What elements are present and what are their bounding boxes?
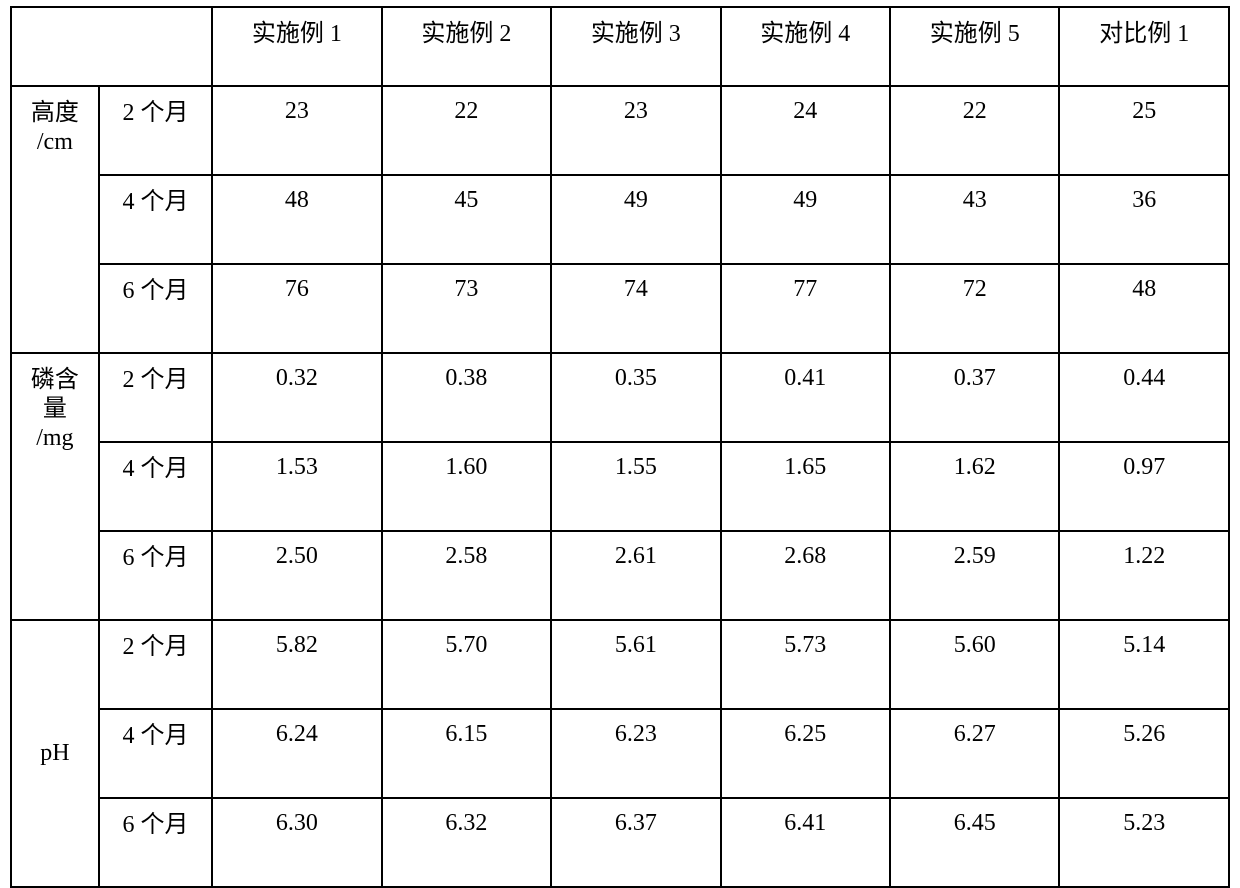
- value-cell: 5.82: [212, 620, 381, 709]
- value-cell: 23: [212, 86, 381, 175]
- value-cell: 2.50: [212, 531, 381, 620]
- value-cell: 5.70: [382, 620, 551, 709]
- value-cell: 0.35: [551, 353, 720, 442]
- value-cell: 0.37: [890, 353, 1059, 442]
- group-label-text: /cm: [37, 129, 73, 155]
- period-cell: 6 个月: [99, 264, 212, 353]
- value-cell: 72: [890, 264, 1059, 353]
- value-cell: 6.15: [382, 709, 551, 798]
- value-cell: 2.58: [382, 531, 551, 620]
- table-row: 磷含 量 /mg 2 个月 0.32 0.38 0.35 0.41 0.37 0…: [11, 353, 1229, 442]
- value-cell: 6.37: [551, 798, 720, 887]
- table-row: 6 个月 6.30 6.32 6.37 6.41 6.45 5.23: [11, 798, 1229, 887]
- table-row: 6 个月 76 73 74 77 72 48: [11, 264, 1229, 353]
- value-cell: 48: [212, 175, 381, 264]
- value-cell: 1.62: [890, 442, 1059, 531]
- value-cell: 74: [551, 264, 720, 353]
- value-cell: 22: [890, 86, 1059, 175]
- value-cell: 36: [1059, 175, 1229, 264]
- value-cell: 76: [212, 264, 381, 353]
- value-cell: 2.61: [551, 531, 720, 620]
- value-cell: 45: [382, 175, 551, 264]
- value-cell: 1.55: [551, 442, 720, 531]
- group-label-ph: pH: [11, 620, 99, 887]
- header-blank-cell: [11, 7, 212, 86]
- value-cell: 6.27: [890, 709, 1059, 798]
- value-cell: 6.41: [721, 798, 890, 887]
- period-cell: 4 个月: [99, 442, 212, 531]
- period-cell: 4 个月: [99, 709, 212, 798]
- value-cell: 5.26: [1059, 709, 1229, 798]
- table-row: 高度 /cm 2 个月 23 22 23 24 22 25: [11, 86, 1229, 175]
- group-label-text: pH: [40, 740, 69, 766]
- value-cell: 77: [721, 264, 890, 353]
- group-label-text: 磷含: [31, 367, 79, 393]
- value-cell: 0.44: [1059, 353, 1229, 442]
- page-container: 实施例 1 实施例 2 实施例 3 实施例 4 实施例 5 对比例 1 高度 /…: [0, 0, 1240, 743]
- group-label-height: 高度 /cm: [11, 86, 99, 353]
- value-cell: 6.24: [212, 709, 381, 798]
- value-cell: 0.41: [721, 353, 890, 442]
- table-row: pH 2 个月 5.82 5.70 5.61 5.73 5.60 5.14: [11, 620, 1229, 709]
- value-cell: 1.22: [1059, 531, 1229, 620]
- table-header-row: 实施例 1 实施例 2 实施例 3 实施例 4 实施例 5 对比例 1: [11, 7, 1229, 86]
- period-cell: 2 个月: [99, 86, 212, 175]
- period-cell: 6 个月: [99, 531, 212, 620]
- value-cell: 5.61: [551, 620, 720, 709]
- value-cell: 1.53: [212, 442, 381, 531]
- value-cell: 48: [1059, 264, 1229, 353]
- column-header: 实施例 4: [721, 7, 890, 86]
- table-row: 4 个月 48 45 49 49 43 36: [11, 175, 1229, 264]
- value-cell: 0.38: [382, 353, 551, 442]
- table-row: 4 个月 1.53 1.60 1.55 1.65 1.62 0.97: [11, 442, 1229, 531]
- value-cell: 1.65: [721, 442, 890, 531]
- value-cell: 5.14: [1059, 620, 1229, 709]
- period-cell: 4 个月: [99, 175, 212, 264]
- column-header: 实施例 2: [382, 7, 551, 86]
- column-header: 实施例 1: [212, 7, 381, 86]
- period-cell: 6 个月: [99, 798, 212, 887]
- table-row: 4 个月 6.24 6.15 6.23 6.25 6.27 5.26: [11, 709, 1229, 798]
- data-table: 实施例 1 实施例 2 实施例 3 实施例 4 实施例 5 对比例 1 高度 /…: [10, 6, 1230, 888]
- value-cell: 23: [551, 86, 720, 175]
- group-label-phosphorus: 磷含 量 /mg: [11, 353, 99, 620]
- period-cell: 2 个月: [99, 620, 212, 709]
- value-cell: 25: [1059, 86, 1229, 175]
- value-cell: 5.73: [721, 620, 890, 709]
- group-label-text: 量: [43, 396, 67, 422]
- group-label-text: /mg: [36, 425, 73, 451]
- value-cell: 1.60: [382, 442, 551, 531]
- value-cell: 6.25: [721, 709, 890, 798]
- value-cell: 73: [382, 264, 551, 353]
- value-cell: 2.68: [721, 531, 890, 620]
- value-cell: 22: [382, 86, 551, 175]
- value-cell: 5.23: [1059, 798, 1229, 887]
- value-cell: 6.23: [551, 709, 720, 798]
- value-cell: 6.45: [890, 798, 1059, 887]
- value-cell: 5.60: [890, 620, 1059, 709]
- column-header: 实施例 5: [890, 7, 1059, 86]
- value-cell: 43: [890, 175, 1059, 264]
- value-cell: 6.32: [382, 798, 551, 887]
- value-cell: 24: [721, 86, 890, 175]
- value-cell: 6.30: [212, 798, 381, 887]
- value-cell: 49: [721, 175, 890, 264]
- table-row: 6 个月 2.50 2.58 2.61 2.68 2.59 1.22: [11, 531, 1229, 620]
- value-cell: 0.32: [212, 353, 381, 442]
- period-cell: 2 个月: [99, 353, 212, 442]
- value-cell: 0.97: [1059, 442, 1229, 531]
- column-header: 对比例 1: [1059, 7, 1229, 86]
- value-cell: 2.59: [890, 531, 1059, 620]
- group-label-text: 高度: [31, 100, 79, 126]
- value-cell: 49: [551, 175, 720, 264]
- column-header: 实施例 3: [551, 7, 720, 86]
